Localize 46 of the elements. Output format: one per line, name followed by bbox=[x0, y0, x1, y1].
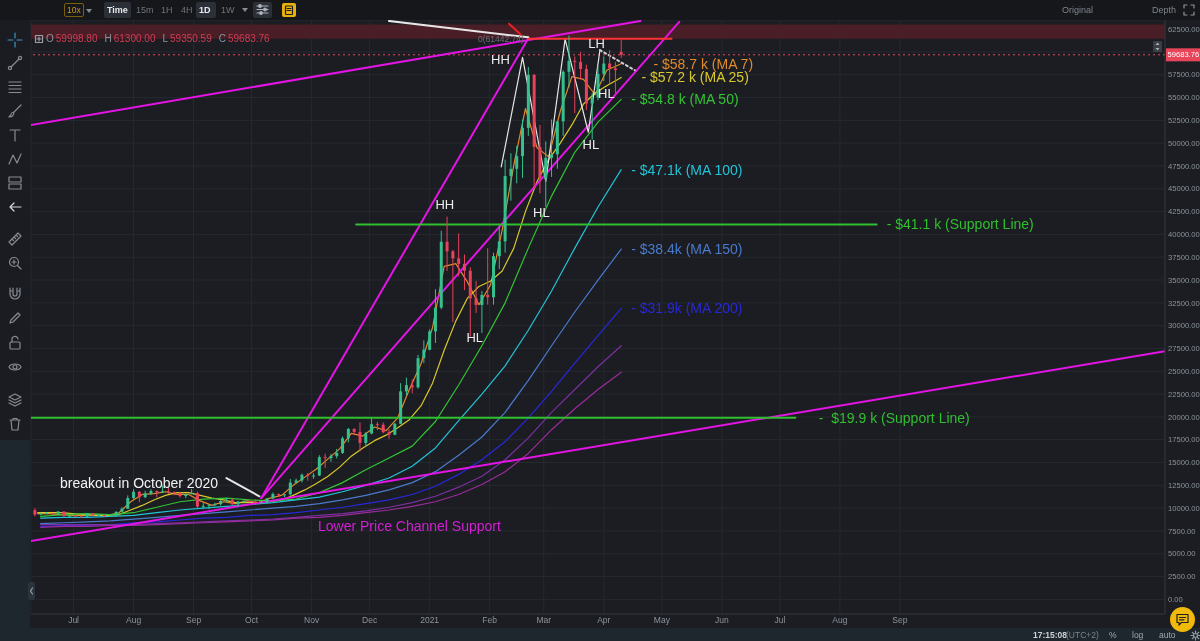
text: 1D bbox=[199, 4, 211, 16]
text: 17:15:08 bbox=[1033, 629, 1068, 641]
x-tick-label: Dec bbox=[362, 615, 378, 626]
annotation: HL bbox=[582, 136, 600, 152]
series-label: - $54.8 k (MA 50) bbox=[631, 91, 739, 108]
x-tick-label: Sep bbox=[892, 615, 908, 626]
x-tick-label: Apr bbox=[597, 615, 611, 626]
series-label: - $31.9k (MA 200) bbox=[631, 300, 743, 317]
series-label: - $41.1 k (Support Line) bbox=[886, 216, 1034, 233]
text: % bbox=[1109, 629, 1117, 641]
text: - $58.7 k (MA 7) bbox=[653, 55, 754, 72]
x-tick-label: Oct bbox=[244, 615, 259, 626]
x-tick-label: Nov bbox=[304, 615, 320, 626]
x-tick-label: Jul bbox=[774, 615, 786, 626]
text: 4H bbox=[181, 4, 193, 16]
x-tick-label: May bbox=[653, 615, 671, 626]
series-label: - $38.4k (MA 150) bbox=[631, 240, 743, 257]
annotation: O 59998.80 H 61300.00 L 59350.59 C 59683.76 bbox=[46, 33, 270, 45]
series-label: - $47.1k (MA 100) bbox=[631, 161, 743, 178]
text: 1W bbox=[221, 4, 235, 16]
annotation: Lower Price Channel Support bbox=[318, 518, 501, 534]
text: Original bbox=[1062, 4, 1094, 16]
annotation: HH bbox=[491, 52, 510, 68]
x-tick-label: 2021 bbox=[420, 615, 440, 626]
series-label: - $19.9 k (Support Line) bbox=[818, 409, 970, 426]
text: 10x bbox=[67, 4, 81, 16]
annotation: 0(61442.74) bbox=[478, 33, 525, 44]
text: 15m bbox=[136, 4, 154, 16]
text: Depth bbox=[1152, 4, 1177, 16]
x-tick-label: Jul bbox=[68, 615, 80, 626]
x-tick-label: Aug bbox=[832, 615, 848, 626]
text: auto bbox=[1159, 629, 1176, 641]
annotation: breakout in October 2020 bbox=[60, 475, 218, 491]
text: log bbox=[1132, 629, 1144, 641]
text: 1H bbox=[161, 4, 173, 16]
x-tick-label: Feb bbox=[482, 615, 498, 626]
x-tick-label: Sep bbox=[185, 615, 202, 626]
text: (UTC+2) bbox=[1066, 629, 1099, 641]
annotation: HH bbox=[435, 196, 455, 212]
x-tick-label: Jun bbox=[714, 615, 729, 626]
text: Time bbox=[107, 4, 128, 16]
x-tick-label: Aug bbox=[126, 615, 142, 626]
x-tick-label: Mar bbox=[536, 615, 552, 626]
annotation: HL bbox=[598, 86, 615, 102]
annotation: HL bbox=[466, 330, 484, 346]
annotation: LH bbox=[588, 36, 605, 52]
